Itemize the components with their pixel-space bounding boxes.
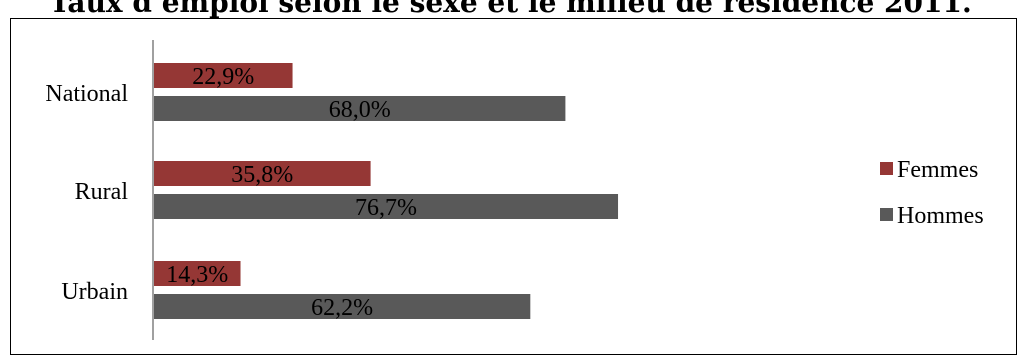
category-label: Urbain — [61, 279, 128, 305]
bar-hommes — [154, 96, 566, 121]
legend-swatch-hommes — [880, 208, 893, 221]
data-label: 76,7% — [355, 195, 417, 221]
category-label: Rural — [75, 179, 129, 205]
bar-femmes — [154, 161, 371, 186]
data-label: 14,3% — [166, 262, 228, 288]
bar-femmes — [154, 63, 293, 88]
data-label: 35,8% — [231, 162, 293, 188]
data-label: 62,2% — [311, 295, 373, 321]
legend-label: Hommes — [897, 203, 984, 229]
legend-swatch-femmes — [880, 162, 893, 175]
legend-label: Femmes — [897, 157, 978, 183]
data-label: 68,0% — [329, 97, 391, 123]
category-label: National — [45, 81, 128, 107]
bar-femmes — [154, 261, 241, 286]
bar-hommes — [154, 294, 531, 319]
bar-hommes — [154, 194, 619, 219]
chart-title: Taux d’emploi selon le sexe et le milieu… — [49, 0, 972, 19]
data-label: 22,9% — [192, 64, 254, 90]
chart-frame — [10, 18, 1017, 355]
